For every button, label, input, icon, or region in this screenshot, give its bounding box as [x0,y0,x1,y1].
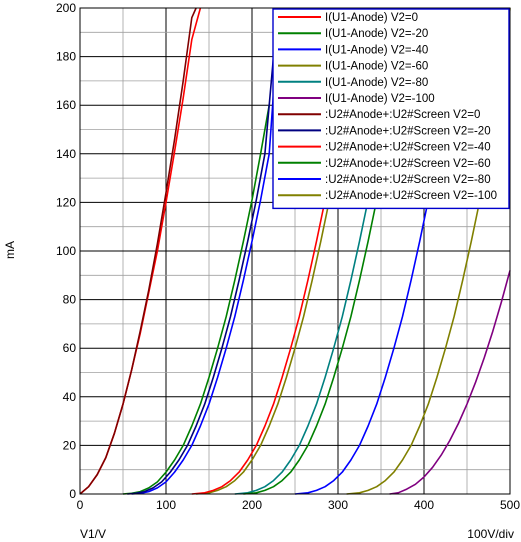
series-line-11 [294,105,447,495]
y-tick-label: 100 [56,244,76,258]
legend-entry-1: I(U1-Anode) V2=0 [325,12,418,24]
series-line-8 [127,56,275,495]
plot-frame [79,7,511,495]
x-tick-labels: 0 100 200 300 400 500 [77,498,521,512]
x-scale-note: 100V/div [467,527,514,541]
y-axis-label: mA [3,241,17,259]
y-tick-label: 0 [69,487,76,501]
y-tick-label: 60 [63,341,77,355]
legend-entry-7: :U2#Anode+:U2#Screen V2=0 [325,109,480,121]
y-tick-label: 140 [56,147,76,161]
x-tick-label: 300 [328,498,348,512]
y-tick-labels: 0 20 40 60 80 100 120 140 160 180 200 [56,1,76,501]
y-tick-label: 40 [63,390,77,404]
x-axis-label: V1/V [80,527,106,541]
y-tick-label: 200 [56,1,76,15]
y-tick-label: 80 [63,293,77,307]
legend-entry-12: :U2#Anode+:U2#Screen V2=-100 [325,190,497,202]
legend-entry-8: :U2#Anode+:U2#Screen V2=-20 [325,125,491,137]
series-line-4 [196,105,348,495]
legend-box [272,8,510,210]
legend-entry-6: I(U1-Anode) V2=-100 [325,93,435,105]
series-line-3 [131,56,277,495]
legend-entry-3: I(U1-Anode) V2=-40 [325,44,428,56]
series-line-2 [122,105,270,495]
series-line-9 [191,105,344,495]
legend-entry-2: I(U1-Anode) V2=-20 [325,28,428,40]
series-line-7 [79,7,197,495]
y-tick-label: 180 [56,50,76,64]
x-tick-label: 200 [242,498,262,512]
y-tick-label: 160 [56,98,76,112]
x-tick-label: 400 [414,498,434,512]
series-line-6 [389,270,511,495]
legend-entry-9: :U2#Anode+:U2#Screen V2=-40 [325,142,491,154]
x-tick-label: 500 [500,498,520,512]
legend-entry-11: :U2#Anode+:U2#Screen V2=-80 [325,174,491,186]
y-tick-label: 20 [63,438,77,452]
series-group [79,7,511,495]
x-tick-label: 100 [156,498,176,512]
series-line-10 [243,105,395,495]
legend: I(U1-Anode) V2=0 I(U1-Anode) V2=-20 I(U1-A… [272,8,510,210]
series-line-5 [234,105,387,495]
x-tick-label: 0 [77,498,84,512]
legend-entry-5: I(U1-Anode) V2=-80 [325,77,428,89]
y-tick-label: 120 [56,195,76,209]
legend-entry-4: I(U1-Anode) V2=-60 [325,61,428,73]
legend-entry-10: :U2#Anode+:U2#Screen V2=-60 [325,158,491,170]
